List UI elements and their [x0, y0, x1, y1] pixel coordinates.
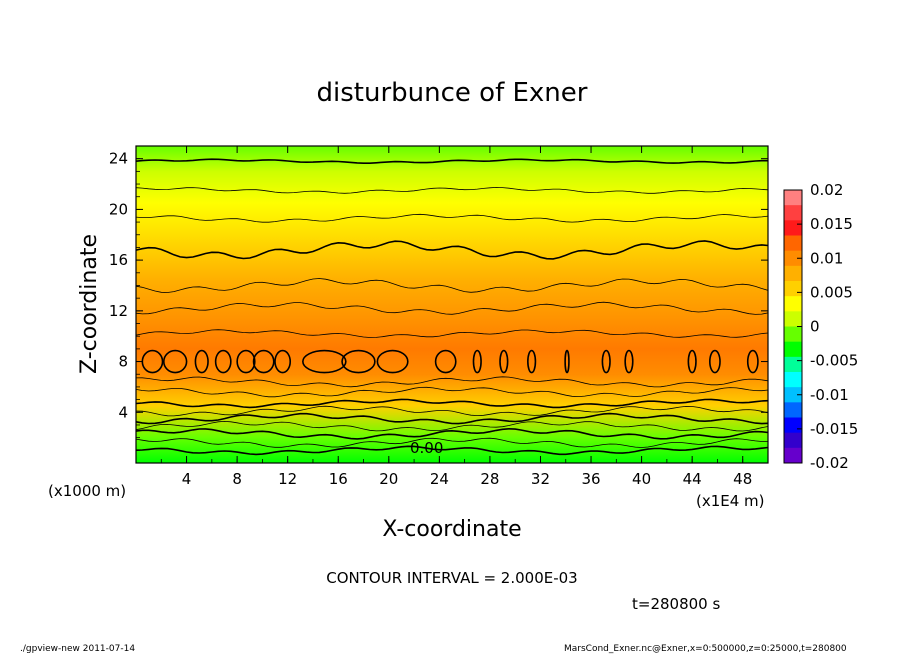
colorbar-label: 0.015 [810, 215, 853, 233]
x-tick-label: 24 [430, 470, 449, 488]
x-tick-label: 12 [278, 470, 297, 488]
x-tick-label: 16 [329, 470, 348, 488]
contour-cell [527, 349, 537, 374]
footer-right: MarsCond_Exner.nc@Exner,x=0:500000,z=0:2… [564, 644, 847, 654]
contour-cell [274, 349, 292, 374]
colorbar-swatch [784, 447, 802, 464]
contour-line [135, 329, 769, 338]
contour-interval-note: CONTOUR INTERVAL = 2.000E-03 [326, 569, 577, 587]
contour-cell [236, 349, 256, 374]
contour-line [135, 412, 769, 425]
field-fill [136, 146, 768, 463]
contour-cell [252, 349, 275, 374]
contour-cell [499, 349, 509, 374]
contour-cell [564, 349, 570, 374]
x-tick-label: 44 [683, 470, 702, 488]
colorbar-label: 0.005 [810, 283, 853, 301]
colorbar-label: -0.02 [810, 454, 849, 472]
contour-line [135, 420, 769, 432]
colorbar-swatch [784, 311, 802, 327]
colorbar-label: 0 [810, 318, 820, 336]
contour-cell [194, 349, 209, 374]
contour-line [135, 213, 769, 223]
colorbar-swatch [784, 220, 802, 236]
contour-line [135, 398, 769, 409]
colorbar-swatch [784, 341, 802, 358]
contour-line [135, 376, 769, 388]
colorbar-label: -0.005 [810, 352, 858, 370]
contour-line [135, 158, 768, 164]
footer-left: ./gpview-new 2011-07-14 [20, 644, 135, 654]
contour-cell [601, 349, 611, 374]
colorbar-swatch [784, 281, 802, 297]
contour-line [135, 301, 769, 315]
plot-area: 0.00 [135, 145, 769, 464]
colorbar-label: 0.01 [810, 249, 843, 267]
y-tick-label: 20 [109, 200, 128, 218]
plot-frame [135, 145, 769, 464]
x-unit-label: (x1E4 m) [696, 492, 765, 510]
x-tick-label: 4 [182, 470, 192, 488]
colorbar-swatch [784, 372, 802, 388]
x-tick-label: 28 [480, 470, 499, 488]
contour-line [135, 386, 769, 398]
contour-cells [141, 349, 759, 374]
contour-cell [687, 349, 697, 374]
colorbar-swatch [784, 432, 802, 449]
contour-line [135, 405, 769, 417]
contour-line [135, 278, 769, 293]
y-unit-label: (x1000 m) [48, 482, 126, 500]
time-label: t=280800 s [632, 595, 720, 613]
colorbar-swatch [784, 417, 802, 434]
colorbar-label: 0.02 [810, 181, 843, 199]
contour-value-label: 0.00 [410, 439, 443, 457]
colorbar-swatch [784, 250, 802, 267]
x-tick-label: 32 [531, 470, 550, 488]
contour-cell [472, 349, 482, 374]
contour-cell [746, 349, 759, 374]
colorbar-swatch [784, 326, 802, 343]
colorbar-swatch [784, 387, 802, 403]
contour-cell [214, 349, 232, 374]
colorbar-swatch [784, 190, 802, 206]
y-tick-label: 4 [118, 403, 128, 421]
y-axis: 4 8 12 16 20 24 [109, 150, 768, 451]
contour-cell [624, 349, 634, 374]
colorbar-swatch [784, 402, 802, 418]
contour-line [135, 240, 769, 260]
contour-cell [434, 349, 457, 374]
colorbar-swatch [784, 356, 802, 373]
contour-line [135, 427, 769, 440]
x-tick-label: 48 [733, 470, 752, 488]
contour-lines [135, 158, 769, 456]
x-tick-label: 36 [581, 470, 600, 488]
colorbar-swatch [784, 296, 802, 312]
x-tick-label: 40 [632, 470, 651, 488]
contour-line [135, 437, 769, 448]
y-tick-label: 16 [109, 251, 128, 269]
y-tick-label: 8 [118, 353, 128, 371]
contour-cell [376, 349, 409, 374]
contour-line [135, 186, 769, 194]
colorbar-label: -0.01 [810, 386, 849, 404]
colorbar-swatch [784, 205, 802, 221]
contour-line [135, 445, 769, 456]
x-axis-title: X-coordinate [382, 517, 521, 542]
contour-cell [709, 349, 721, 374]
x-tick-label: 20 [379, 470, 398, 488]
contour-cell [162, 349, 188, 374]
colorbar: 0.02 0.015 0.01 0.005 0 -0.005 -0.01 -0.015 -0.0… [783, 181, 858, 472]
colorbar-label: -0.015 [810, 420, 858, 438]
colorbar-swatch [784, 235, 802, 252]
colorbar-swatch [784, 265, 802, 282]
y-tick-label: 24 [109, 150, 128, 168]
contour-cell [302, 349, 347, 374]
x-axis: 4 8 12 16 20 24 28 32 36 40 44 48 [160, 146, 752, 488]
x-tick-label: 8 [232, 470, 242, 488]
chart-title: disturbunce of Exner [317, 78, 588, 108]
y-axis-title: Z-coordinate [77, 234, 102, 374]
contour-cell [341, 349, 376, 374]
y-tick-label: 12 [109, 302, 128, 320]
